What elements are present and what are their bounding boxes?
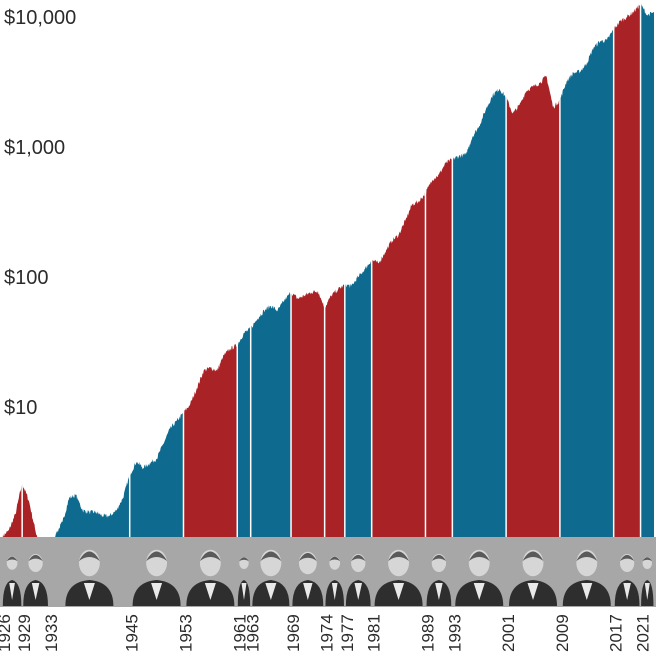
term-area-1977: [344, 259, 372, 537]
x-tick-label: 1945: [123, 614, 142, 652]
term-area-2001: [506, 75, 560, 538]
president-portrait-icon: [374, 549, 423, 606]
x-tick-label: 1989: [418, 614, 437, 652]
term-area-1961: [237, 327, 251, 537]
x-tick-label: 1963: [244, 614, 263, 652]
term-divider-layer: [21, 2, 642, 607]
x-tick-label: 1926: [0, 614, 14, 652]
portrait-layer: [2, 549, 654, 606]
term-area-1969: [291, 290, 325, 537]
president-portrait-icon: [186, 549, 235, 606]
y-tick-label: $100: [4, 267, 49, 289]
x-tick-label: 1977: [338, 614, 357, 652]
term-area-1974: [324, 284, 345, 537]
president-portrait-icon: [23, 553, 48, 606]
x-tick-label: 1929: [15, 614, 34, 652]
y-tick-label: $1,000: [4, 137, 65, 159]
x-tick-label: 1969: [284, 614, 303, 652]
x-tick-label: 2009: [553, 614, 572, 652]
y-tick-label: $10: [4, 397, 37, 419]
president-portrait-icon: [2, 556, 22, 606]
term-area-1945: [129, 412, 184, 537]
president-portrait-icon: [252, 549, 290, 606]
president-portrait-icon: [426, 553, 452, 606]
president-portrait-icon: [509, 549, 558, 606]
president-portrait-icon: [132, 549, 181, 606]
y-axis-tick-labels: $10,000 $1,000 $100 $10: [4, 7, 76, 419]
term-area-1933: [49, 474, 130, 543]
x-tick-label: 2001: [499, 614, 518, 652]
president-portrait-icon: [345, 553, 371, 606]
term-area-2021: [640, 3, 654, 537]
x-tick-label: 2021: [634, 614, 653, 652]
x-tick-label: 1961: [230, 614, 249, 652]
x-tick-label: 1933: [42, 614, 61, 652]
term-area-2009: [559, 29, 614, 537]
term-area-1989: [425, 158, 453, 537]
x-tick-label: 1974: [318, 614, 337, 652]
president-portrait-icon: [562, 549, 611, 606]
term-area-1953: [183, 343, 238, 537]
president-portrait-icon: [292, 551, 324, 606]
president-portrait-icon: [455, 549, 504, 606]
term-area-1926: [2, 483, 23, 539]
term-area-1929: [22, 483, 50, 550]
y-tick-label: $10,000: [4, 7, 76, 29]
term-area-2017: [613, 4, 641, 538]
president-portrait-icon: [65, 549, 114, 606]
term-area-layer: [2, 3, 654, 550]
x-tick-label: 1993: [445, 614, 464, 652]
president-portrait-icon: [641, 557, 654, 606]
term-area-1993: [452, 88, 507, 538]
president-portrait-icon: [614, 553, 640, 606]
x-tick-label: 1981: [365, 614, 384, 652]
term-area-1963: [250, 292, 292, 537]
president-portrait-icon: [237, 557, 251, 606]
x-tick-label: 2017: [607, 614, 626, 652]
x-tick-label: 1953: [176, 614, 195, 652]
term-area-1981: [371, 192, 426, 537]
president-portrait-icon: [325, 556, 344, 606]
